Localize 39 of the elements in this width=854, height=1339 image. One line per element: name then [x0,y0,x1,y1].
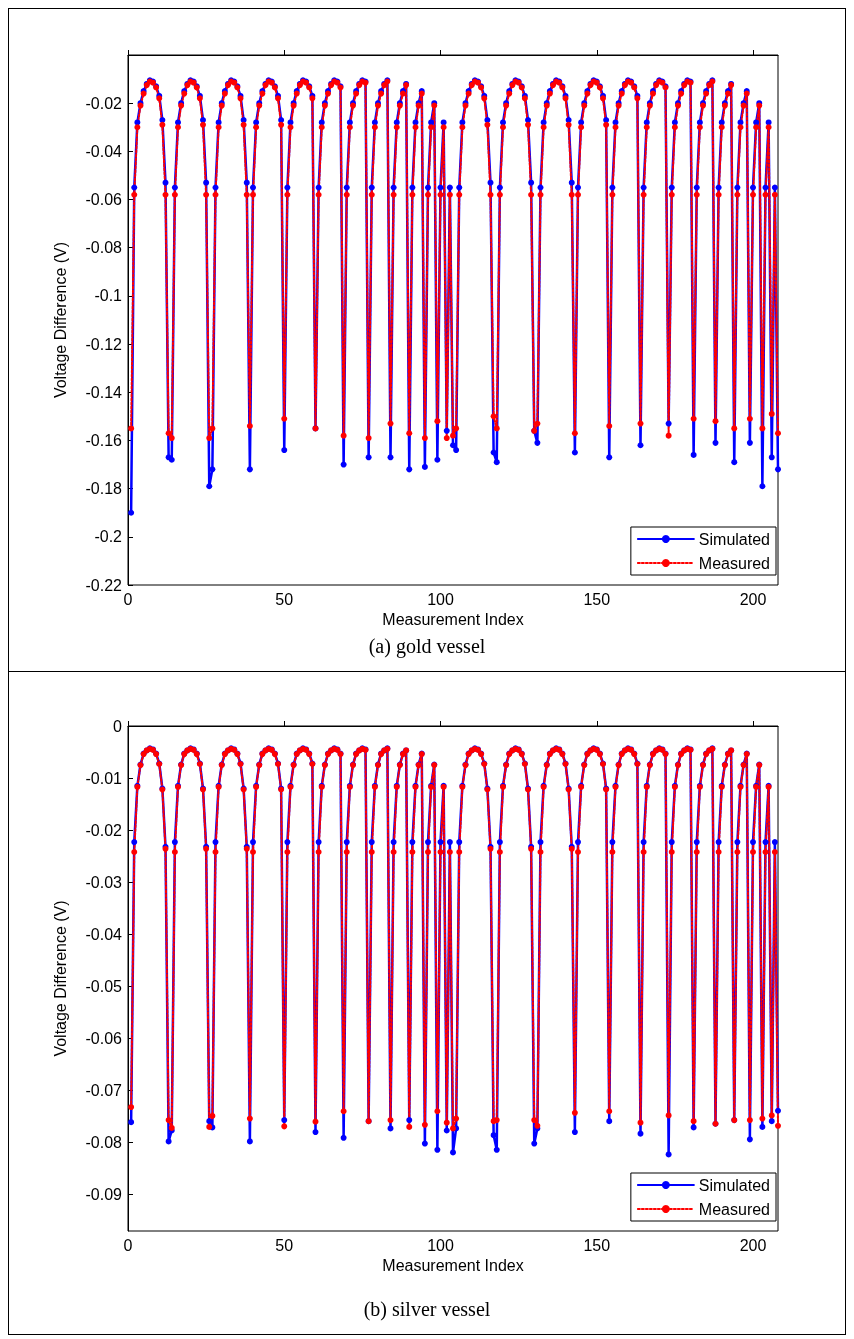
y-axis-title: Voltage Difference (V) [51,241,69,399]
y-tick-label: -0.12 [85,335,123,353]
y-tick-label: -0.07 [85,1081,123,1099]
y-tick-label: -0.05 [85,977,123,995]
legend-label: Simulated [698,1176,771,1194]
x-tick-label: 200 [739,1236,767,1254]
y-tick-label: -0.22 [85,576,123,594]
x-tick-label: 100 [427,590,454,608]
y-tick-label: -0.06 [85,191,123,209]
y-tick-label: -0.1 [94,287,123,305]
y-tick-label: -0.08 [85,1133,123,1151]
text: (b) silver vessel [363,1298,491,1321]
y-tick-label: -0.2 [94,528,123,546]
y-tick-label: -0.03 [85,873,123,891]
y-axis-title: Voltage Difference (V) [51,900,69,1057]
text: (a) gold vessel [368,635,486,658]
x-tick-label: 150 [583,1236,611,1254]
y-tick-label: -0.02 [85,94,123,112]
y-tick-label: 0 [113,717,123,735]
y-tick-label: -0.16 [85,431,123,449]
x-tick-label: 200 [739,590,767,608]
y-tick-label: -0.06 [85,1029,123,1047]
y-tick-label: -0.18 [85,480,123,498]
y-tick-label: -0.04 [85,925,123,943]
legend-label: Simulated [698,530,771,548]
x-axis-title: Measurement Index [382,1257,524,1275]
y-tick-label: -0.02 [85,821,123,839]
y-tick-label: -0.04 [85,142,123,160]
x-tick-label: 50 [275,590,294,608]
legend-label: Measured [698,554,771,572]
y-tick-label: -0.14 [85,383,123,401]
x-axis-title: Measurement Index [382,611,524,629]
x-tick-label: 150 [583,590,611,608]
y-tick-label: -0.08 [85,239,123,257]
y-tick-label: -0.09 [85,1186,123,1204]
y-tick-label: -0.01 [85,769,123,787]
x-tick-label: 50 [275,1236,294,1254]
legend-label: Measured [698,1200,771,1218]
x-tick-label: 100 [427,1236,454,1254]
